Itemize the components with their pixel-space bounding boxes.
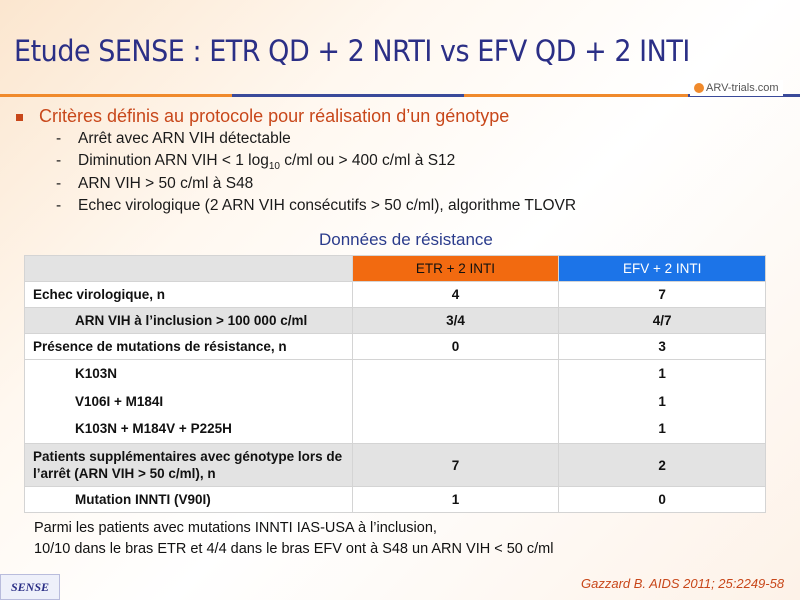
etr-value: 0 xyxy=(351,333,560,360)
criteria-item: - Arrêt avec ARN VIH détectable xyxy=(56,130,291,147)
row-label: Présence de mutations de résistance, n xyxy=(24,333,353,360)
etr-values xyxy=(351,359,560,444)
arv-trials-logo: ARV-trials.com xyxy=(690,80,783,96)
efv-value: 2 xyxy=(558,443,766,487)
efv-value: 3 xyxy=(558,333,766,360)
table-row: Mutation INNTI (V90I) 1 0 xyxy=(24,486,766,513)
criteria-text: Diminution ARN VIH < 1 log xyxy=(78,152,269,169)
header-etr: ETR + 2 INTI xyxy=(351,255,560,282)
criteria-item: - ARN VIH > 50 c/ml à S48 xyxy=(56,175,254,192)
subscript: 10 xyxy=(268,161,280,173)
row-label: ARN VIH à l’inclusion > 100 000 c/ml xyxy=(24,307,353,334)
criteria-heading-text: Critères définis au protocole pour réali… xyxy=(39,106,510,126)
efv-value: 1 xyxy=(658,366,666,382)
etr-value: 4 xyxy=(351,281,560,308)
row-label: Echec virologique, n xyxy=(24,281,353,308)
criteria-text: Echec virologique (2 ARN VIH consécutifs… xyxy=(78,197,577,214)
efv-value: 1 xyxy=(658,393,666,409)
efv-value: 4/7 xyxy=(558,307,766,334)
etr-value: 7 xyxy=(351,443,560,487)
row-label: K103N + M184V + P225H xyxy=(75,421,232,437)
row-label: V106I + M184I xyxy=(75,393,164,409)
row-label: K103N xyxy=(75,366,118,382)
table-row: ARN VIH à l’inclusion > 100 000 c/ml 3/4 4… xyxy=(24,307,766,334)
header-blank xyxy=(24,255,353,282)
efv-value: 7 xyxy=(558,281,766,308)
etr-value: 3/4 xyxy=(351,307,560,334)
sense-badge: SENSE xyxy=(0,574,60,600)
row-label: Patients supplémentaires avec génotype l… xyxy=(24,443,353,487)
row-label: Mutation INNTI (V90I) xyxy=(24,486,353,513)
etr-value: 1 xyxy=(351,486,560,513)
title-divider xyxy=(0,94,800,97)
efv-value: 0 xyxy=(558,486,766,513)
mutation-labels: K103N V106I + M184I K103N + M184V + P225H xyxy=(24,359,353,444)
criteria-text: ARN VIH > 50 c/ml à S48 xyxy=(78,175,254,192)
footnote: Parmi les patients avec mutations INNTI … xyxy=(34,518,553,560)
criteria-text: c/ml ou > 400 c/ml à S12 xyxy=(279,152,456,169)
logo-icon xyxy=(694,83,704,94)
footnote-line: 10/10 dans le bras ETR et 4/4 dans le br… xyxy=(34,541,554,557)
bullet-square-icon xyxy=(16,113,23,121)
table-header-row: ETR + 2 INTI EFV + 2 INTI xyxy=(24,255,766,282)
table-title: Données de résistance xyxy=(319,230,493,249)
reference: Gazzard B. AIDS 2011; 25:2249-58 xyxy=(581,576,785,591)
logo-text: ARV-trials.com xyxy=(706,82,779,94)
header-efv: EFV + 2 INTI xyxy=(558,255,766,282)
resistance-table: ETR + 2 INTI EFV + 2 INTI Echec virologi… xyxy=(24,255,766,513)
footnote-line: Parmi les patients avec mutations INNTI … xyxy=(34,520,437,536)
table-row: Patients supplémentaires avec génotype l… xyxy=(24,443,766,487)
efv-values: 1 1 1 xyxy=(558,359,766,444)
criteria-heading: Critères définis au protocole pour réali… xyxy=(16,106,509,127)
slide-title: Etude SENSE : ETR QD + 2 NRTI vs EFV QD … xyxy=(14,34,690,68)
criteria-item: - Diminution ARN VIH < 1 log10 c/ml ou > … xyxy=(56,152,456,173)
criteria-item: - Echec virologique (2 ARN VIH consécutif… xyxy=(56,197,577,214)
table-row: K103N V106I + M184I K103N + M184V + P225H … xyxy=(24,359,766,444)
criteria-text: Arrêt avec ARN VIH détectable xyxy=(78,130,291,147)
efv-value: 1 xyxy=(658,421,666,437)
